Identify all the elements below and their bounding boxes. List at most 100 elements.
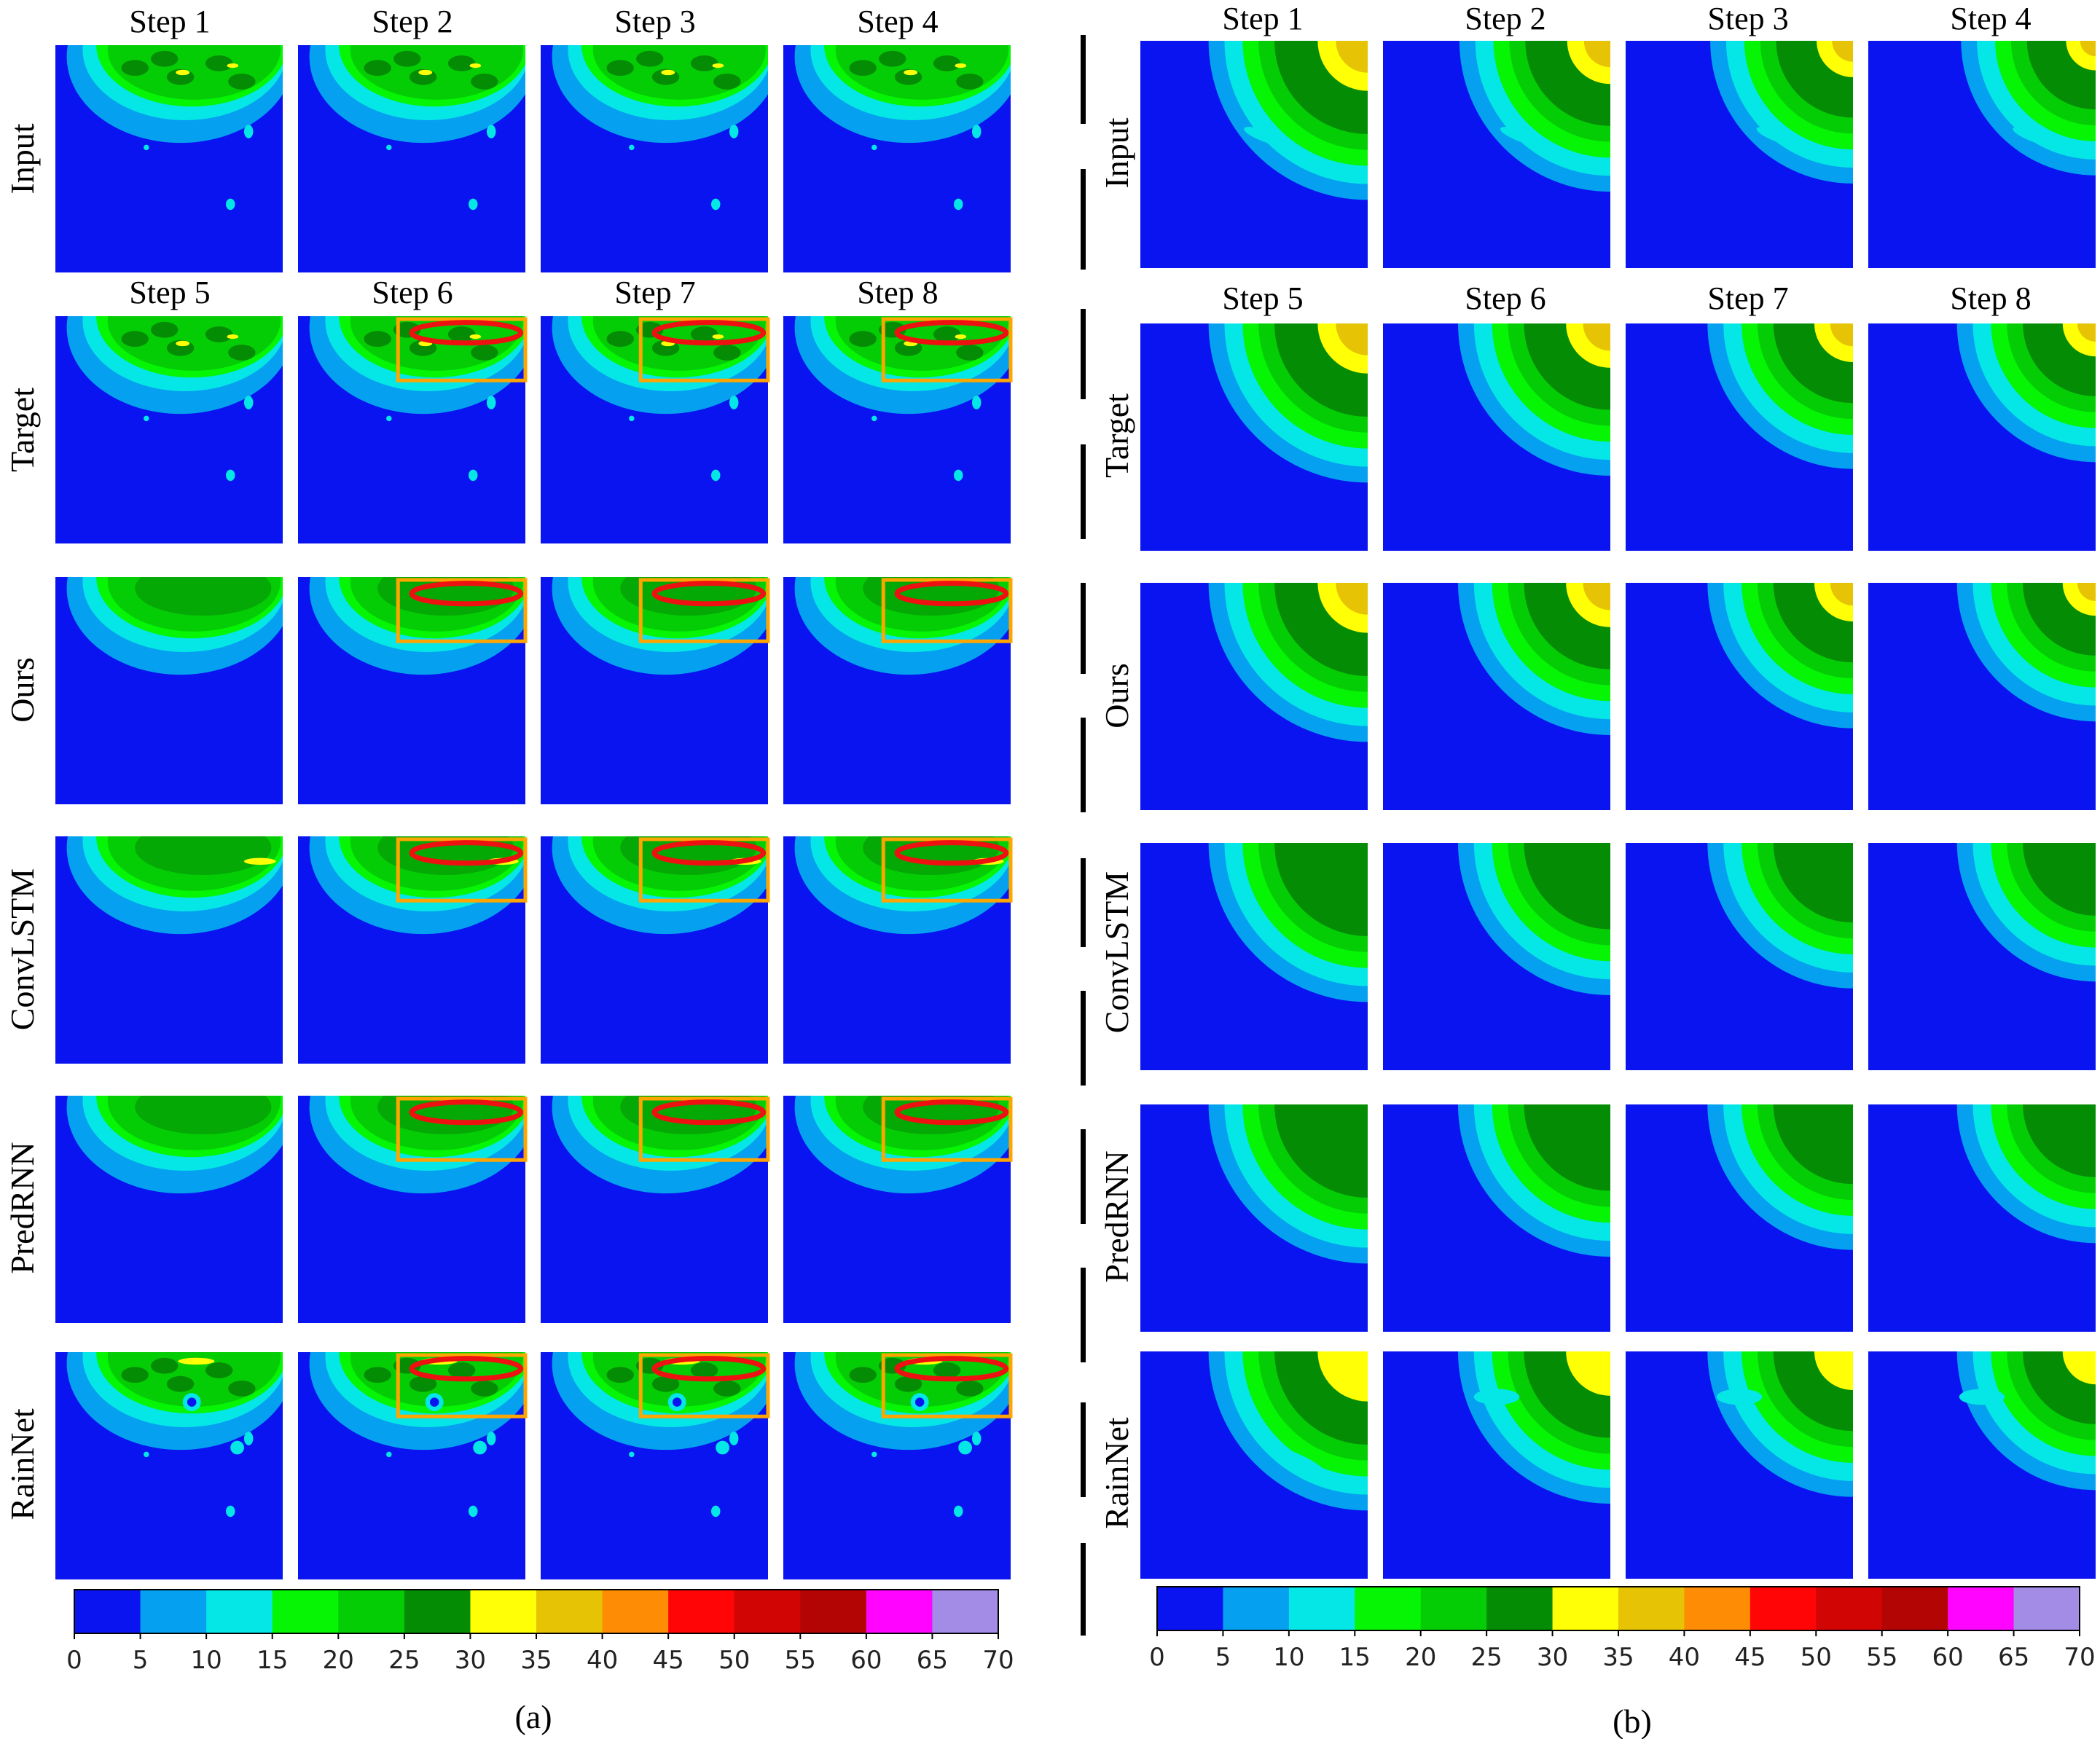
panel-a-row-input-label: Input xyxy=(4,123,41,194)
panel-a-colorbar-tick-label-30: 30 xyxy=(455,1646,486,1675)
panel-b-colorbar-tick-label-65: 65 xyxy=(1998,1643,2029,1672)
highlight-ellipse-r3-c3 xyxy=(651,581,767,607)
panel-a-radar-map-r3-c2 xyxy=(298,577,525,804)
panel-a-colorbar-tick-label-55: 55 xyxy=(785,1646,816,1675)
panel-a-row-ours-label: Ours xyxy=(4,657,41,722)
panel-a-radar-map-r3-c4 xyxy=(783,577,1011,804)
panel-a-step-5-label: Step 5 xyxy=(129,275,210,310)
panel-b-step-6-label: Step 6 xyxy=(1465,280,1545,316)
panel-b-row-convlstm-label: ConvLSTM xyxy=(1098,871,1135,1033)
highlight-box-r5-c4 xyxy=(881,1096,1013,1162)
highlight-ellipse-r4-c2 xyxy=(409,840,524,866)
panel-a-colorbar-swatch-6 xyxy=(404,1590,471,1633)
panel-a-radar-map-r2-c2 xyxy=(298,316,525,543)
panel-a-highlights xyxy=(396,317,1013,1418)
panel-b-radar-map-r1-c1 xyxy=(1140,41,1368,268)
highlight-box-r6-c2 xyxy=(396,1353,528,1418)
separator-bar-12 xyxy=(1081,1543,1086,1636)
panel-b-row-input-label: Input xyxy=(1098,117,1135,188)
panel-a-colorbar-tick-label-45: 45 xyxy=(653,1646,684,1675)
panel-b-colorbar-tick-label-35: 35 xyxy=(1602,1643,1634,1672)
panel-b-step-3-label: Step 3 xyxy=(1707,1,1788,36)
panel-b-colorbar-tick-label-30: 30 xyxy=(1537,1643,1568,1672)
panel-b-step-7-label: Step 7 xyxy=(1707,280,1788,316)
panel-b-colorbar-swatch-8 xyxy=(1618,1587,1685,1630)
panel-b-radar-map-r4-c3 xyxy=(1626,843,1853,1070)
panel-a-radar-map-r3-c1 xyxy=(55,577,283,804)
panel-a-colorbar-tick-label-0: 0 xyxy=(66,1646,82,1675)
panel-b-colorbar-tick-label-20: 20 xyxy=(1405,1643,1436,1672)
panel-a-radar-map-r2-c3 xyxy=(541,316,768,543)
panel-b-colorbar-tick-label-10: 10 xyxy=(1273,1643,1304,1672)
panel-a-row-predrnn-label: PredRNN xyxy=(4,1142,41,1273)
separator-bar-11 xyxy=(1081,1402,1086,1497)
panel-a-colorbar-swatch-5 xyxy=(338,1590,405,1633)
panel-a-colorbar-swatch-3 xyxy=(206,1590,273,1633)
panel-b-colorbar-swatch-12 xyxy=(1881,1587,1948,1630)
panel-a-step-1-label: Step 1 xyxy=(129,4,210,39)
highlight-box-r4-c4 xyxy=(881,837,1013,903)
highlight-box-r5-c2 xyxy=(396,1096,528,1162)
panel-b-radar-map-r4-c1 xyxy=(1140,843,1368,1070)
highlight-ellipse-r3-c2 xyxy=(409,581,524,607)
panel-b-colorbar-swatch-10 xyxy=(1750,1587,1817,1630)
panel-a-colorbar-tick-label-35: 35 xyxy=(520,1646,552,1675)
panel-b-radar-map-r3-c2 xyxy=(1383,583,1610,810)
panel-b-step-1-label: Step 1 xyxy=(1222,1,1303,36)
panel-b-radar-map-r2-c1 xyxy=(1140,323,1368,551)
panel-a-colorbar-swatch-8 xyxy=(536,1590,603,1633)
panel-b-radar-map-r6-c4 xyxy=(1868,1351,2096,1579)
highlight-box-r2-c3 xyxy=(638,317,770,382)
highlight-ellipse-r3-c4 xyxy=(894,581,1009,607)
panel-b-radar-map-r2-c4 xyxy=(1868,323,2096,551)
panel-a-radar-map-r1-c2 xyxy=(298,45,525,272)
panel-b-radar-map-r3-c1 xyxy=(1140,583,1368,810)
panel-a-radar-map-r4-c4 xyxy=(783,836,1011,1064)
highlight-ellipse-r4-c3 xyxy=(651,840,767,866)
panel-a-radar-map-r6-c1 xyxy=(55,1352,283,1579)
panel-a-radar-map-r4-c1 xyxy=(55,836,283,1064)
highlight-box-r3-c2 xyxy=(396,578,528,643)
panel-b-colorbar-swatch-4 xyxy=(1355,1587,1422,1630)
panel-a-radar-map-r3-c3 xyxy=(541,577,768,804)
panel-b-radar-map-r6-c1 xyxy=(1140,1351,1368,1579)
panel-b-radar-map-r5-c3 xyxy=(1626,1104,1853,1332)
panel-a-radar-map-r5-c3 xyxy=(541,1096,768,1323)
separator-bar-5 xyxy=(1081,583,1086,674)
panel-a-step-3-label: Step 3 xyxy=(614,4,695,39)
highlight-ellipse-r2-c2 xyxy=(409,320,524,346)
panel-b-radar-map-r5-c4 xyxy=(1868,1104,2096,1332)
highlight-ellipse-r5-c4 xyxy=(894,1099,1009,1126)
panel-a-radar-map-r1-c3 xyxy=(541,45,768,272)
panel-b-step-5-label: Step 5 xyxy=(1222,280,1303,316)
panel-b-colorbar-swatch-6 xyxy=(1486,1587,1554,1630)
panel-a-caption: (a) xyxy=(514,1698,552,1735)
separator-bar-8 xyxy=(1081,991,1086,1086)
panel-b-radar-map-r2-c3 xyxy=(1626,323,1853,551)
highlight-box-r2-c2 xyxy=(396,317,528,382)
panel-b-tile-grid xyxy=(1140,41,2096,1579)
panel-a-radar-map-r5-c1 xyxy=(55,1096,283,1323)
panel-b-colorbar-swatch-3 xyxy=(1288,1587,1355,1630)
panel-a-radar-map-r5-c2 xyxy=(298,1096,525,1323)
separator-bar-2 xyxy=(1081,169,1086,270)
panel-b-colorbar-swatch-11 xyxy=(1816,1587,1883,1630)
panel-b-colorbar-tick-label-55: 55 xyxy=(1866,1643,1897,1672)
panel-b-step-8-label: Step 8 xyxy=(1950,280,2031,316)
panel-b-colorbar-tick-label-0: 0 xyxy=(1149,1643,1165,1672)
panel-a-step-7-label: Step 7 xyxy=(614,275,695,310)
panel-a-colorbar-swatch-12 xyxy=(800,1590,867,1633)
panel-b-colorbar-swatch-9 xyxy=(1684,1587,1751,1630)
panel-a-colorbar-tick-label-40: 40 xyxy=(587,1646,618,1675)
panel-a-colorbar-swatch-13 xyxy=(866,1590,933,1633)
highlight-ellipse-r4-c4 xyxy=(894,840,1009,866)
highlight-ellipse-r5-c2 xyxy=(409,1099,524,1126)
panel-b-radar-map-r4-c4 xyxy=(1868,843,2096,1070)
panel-b-colorbar-swatch-5 xyxy=(1420,1587,1487,1630)
panel-a-colorbar-tick-label-20: 20 xyxy=(323,1646,354,1675)
panel-b-radar-map-r4-c2 xyxy=(1383,843,1610,1070)
panel-b-colorbar-tick-label-60: 60 xyxy=(1932,1643,1964,1672)
highlight-ellipse-r6-c2 xyxy=(409,1356,524,1382)
panel-b-radar-map-r1-c4 xyxy=(1868,41,2096,268)
panel-a-colorbar-swatch-1 xyxy=(74,1590,141,1633)
